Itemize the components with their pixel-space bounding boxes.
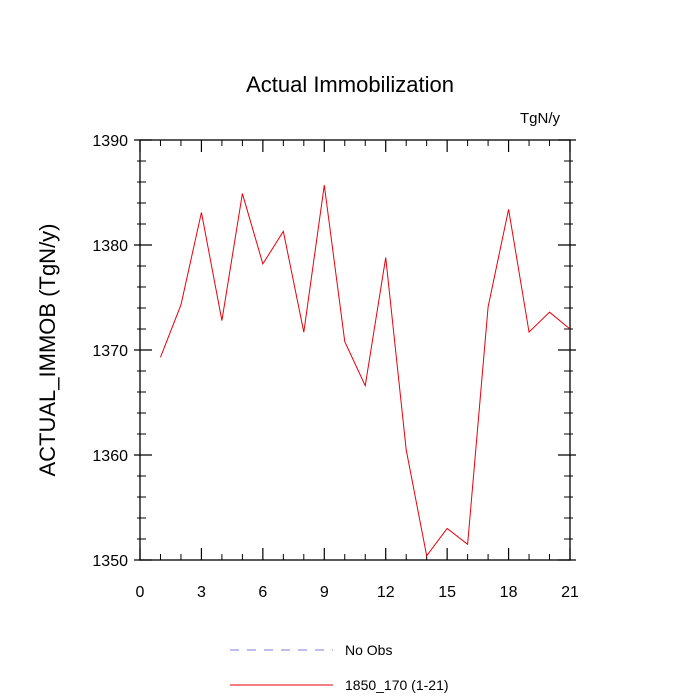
x-tick-label: 0 [136,584,145,601]
y-axis-label: ACTUAL_IMMOB (TgN/y) [35,223,60,476]
y-tick-label: 1350 [92,553,128,570]
y-tick-label: 1360 [92,448,128,465]
x-tick-label: 9 [320,584,329,601]
x-tick-label: 3 [197,584,206,601]
x-tick-label: 21 [561,584,579,601]
y-tick-label: 1390 [92,133,128,150]
x-tick-label: 6 [258,584,267,601]
x-tick-label: 15 [438,584,456,601]
legend-label-1: 1850_170 (1-21) [345,677,449,693]
chart-title: Actual Immobilization [246,72,454,97]
x-tick-label: 12 [377,584,395,601]
y-tick-label: 1380 [92,238,128,255]
x-tick-labels: 0 3 6 9 12 15 18 21 [136,584,579,601]
axis-ticks [134,139,576,561]
legend-label-0: No Obs [345,642,392,658]
x-tick-label: 18 [500,584,518,601]
y-tick-label: 1370 [92,343,128,360]
units-label: TgN/y [520,110,561,127]
y-tick-labels: 1350 1360 1370 1380 1390 [92,133,128,570]
series-layer [160,185,571,558]
series-line-1 [160,185,571,558]
plot-frame [139,139,571,561]
legend: No Obs 1850_170 (1-21) [230,642,449,693]
